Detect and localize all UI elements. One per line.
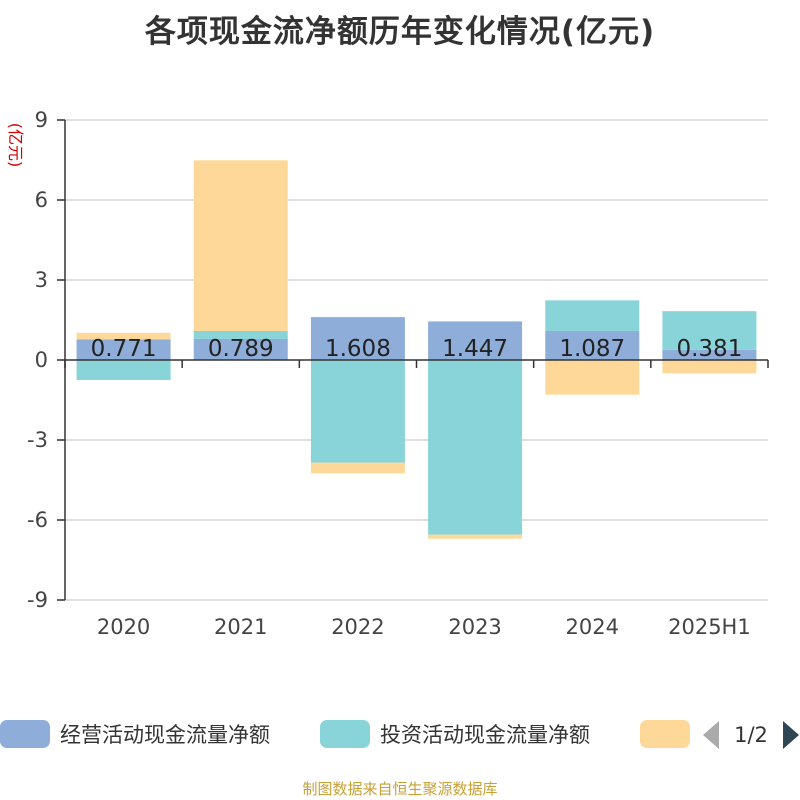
x-tick-label: 2021 bbox=[214, 615, 267, 639]
bar-segment-2022-series-1[interactable] bbox=[310, 317, 405, 360]
y-tick-label: -6 bbox=[27, 508, 48, 532]
legend-page-indicator: 1/2 bbox=[734, 723, 768, 747]
legend-swatch-2[interactable] bbox=[320, 720, 370, 748]
y-tick-label: -9 bbox=[27, 588, 48, 612]
bar-segment-2020-series-3[interactable] bbox=[76, 332, 171, 340]
bar-segment-2025H1-series-3[interactable] bbox=[662, 360, 757, 374]
bar-segment-2022-series-3[interactable] bbox=[310, 462, 405, 474]
data-label-2025H1: 0.381 bbox=[676, 336, 742, 362]
y-tick-label: 3 bbox=[35, 268, 48, 292]
bar-segment-2024-series-2[interactable] bbox=[545, 300, 640, 332]
bar-segment-2024-series-1[interactable] bbox=[545, 331, 640, 360]
data-label-2024: 1.087 bbox=[559, 336, 625, 362]
bar-segment-2024-series-3[interactable] bbox=[545, 360, 640, 395]
x-tick-label: 2025H1 bbox=[668, 615, 751, 639]
bar-segment-2021-series-2[interactable] bbox=[193, 330, 288, 339]
bar-segment-2020-series-2[interactable] bbox=[76, 360, 171, 380]
bar-segment-2025H1-series-2[interactable] bbox=[662, 311, 757, 350]
legend-prev-page-icon[interactable] bbox=[703, 721, 719, 749]
legend-label-1[interactable]: 经营活动现金流量净额 bbox=[60, 723, 270, 747]
bar-segment-2023-series-2[interactable] bbox=[428, 360, 523, 535]
x-tick-label: 2023 bbox=[448, 615, 501, 639]
y-tick-label: 6 bbox=[35, 188, 48, 212]
bar-segment-2025H1-series-1[interactable] bbox=[662, 349, 757, 360]
data-label-2020: 0.771 bbox=[91, 336, 157, 362]
legend-next-page-icon[interactable] bbox=[783, 721, 799, 749]
legend-swatch-3[interactable] bbox=[640, 720, 690, 748]
data-label-2021: 0.789 bbox=[208, 336, 274, 362]
bar-segment-2022-series-2[interactable] bbox=[310, 360, 405, 463]
data-labels: 0.771 0.789 1.608 1.447 1.087 0.381 bbox=[91, 336, 743, 362]
x-tick-label: 2020 bbox=[97, 615, 150, 639]
axes: 9 6 3 0 -3 -6 -9 (亿元) 2020 2021 2022 2023 2024 2025H1 bbox=[6, 108, 769, 639]
legend: 经营活动现金流量净额 投资活动现金流量净额 1/2 bbox=[0, 720, 799, 749]
y-axis-label: (亿元) bbox=[6, 123, 25, 168]
legend-swatch-1[interactable] bbox=[0, 720, 50, 748]
data-label-2022: 1.608 bbox=[325, 336, 391, 362]
x-tick-label: 2024 bbox=[566, 615, 619, 639]
y-tick-label: 9 bbox=[35, 108, 48, 132]
legend-label-2[interactable]: 投资活动现金流量净额 bbox=[380, 723, 590, 747]
bar-segment-2023-series-1[interactable] bbox=[428, 321, 523, 360]
chart-title: 各项现金流净额历年变化情况(亿元) bbox=[144, 14, 656, 50]
grid-lines bbox=[65, 119, 768, 601]
y-tick-label: -3 bbox=[27, 428, 48, 452]
bar-segment-2021-series-3[interactable] bbox=[193, 160, 288, 331]
x-tick-label: 2022 bbox=[331, 615, 384, 639]
y-tick-label: 0 bbox=[35, 348, 48, 372]
bar-segment-2021-series-1[interactable] bbox=[193, 338, 288, 360]
bar-segment-2020-series-1[interactable] bbox=[76, 339, 171, 360]
source-note: 制图数据来自恒生聚源数据库 bbox=[302, 780, 498, 798]
data-label-2023: 1.447 bbox=[442, 336, 508, 362]
bars bbox=[76, 160, 757, 539]
bar-segment-2023-series-3[interactable] bbox=[428, 534, 523, 539]
